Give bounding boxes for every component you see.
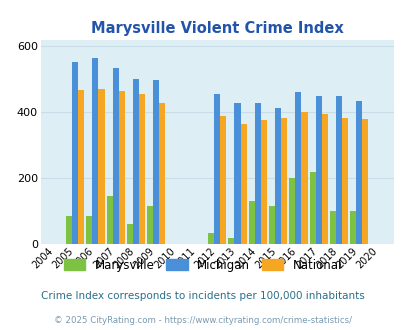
Bar [118, 91, 124, 244]
Bar [281, 118, 287, 244]
Bar [321, 114, 327, 244]
Bar [228, 238, 234, 244]
Bar [220, 115, 226, 244]
Text: © 2025 CityRating.com - https://www.cityrating.com/crime-statistics/: © 2025 CityRating.com - https://www.city… [54, 316, 351, 325]
Bar [106, 196, 113, 244]
Bar [315, 96, 321, 244]
Bar [92, 58, 98, 244]
Bar [133, 79, 139, 244]
Bar [78, 90, 84, 244]
Bar [208, 233, 214, 244]
Bar [309, 172, 315, 244]
Bar [335, 96, 341, 244]
Bar [214, 94, 220, 244]
Bar [234, 103, 240, 244]
Text: Crime Index corresponds to incidents per 100,000 inhabitants: Crime Index corresponds to incidents per… [41, 291, 364, 301]
Bar [341, 118, 347, 244]
Bar [248, 201, 254, 244]
Bar [275, 108, 281, 244]
Bar [268, 206, 275, 244]
Bar [254, 103, 260, 244]
Bar [159, 103, 165, 244]
Bar [86, 216, 92, 244]
Bar [139, 94, 145, 244]
Title: Marysville Violent Crime Index: Marysville Violent Crime Index [91, 21, 343, 36]
Bar [260, 120, 266, 244]
Bar [240, 124, 246, 244]
Bar [66, 216, 72, 244]
Bar [356, 101, 362, 244]
Bar [98, 89, 104, 244]
Bar [329, 211, 335, 244]
Bar [72, 62, 78, 244]
Bar [362, 119, 368, 244]
Bar [126, 224, 133, 244]
Legend: Marysville, Michigan, National: Marysville, Michigan, National [60, 255, 345, 275]
Bar [349, 211, 356, 244]
Bar [147, 206, 153, 244]
Bar [301, 112, 307, 244]
Bar [288, 178, 295, 244]
Bar [153, 80, 159, 244]
Bar [113, 68, 118, 244]
Bar [295, 92, 301, 244]
